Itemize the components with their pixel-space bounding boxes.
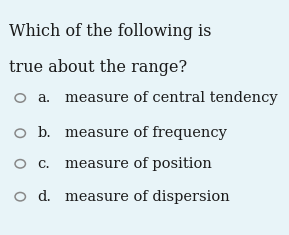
Text: measure of dispersion: measure of dispersion bbox=[65, 190, 230, 204]
Text: measure of frequency: measure of frequency bbox=[65, 126, 227, 140]
Text: true about the range?: true about the range? bbox=[9, 59, 187, 76]
Text: d.: d. bbox=[38, 190, 51, 204]
Text: measure of central tendency: measure of central tendency bbox=[65, 91, 278, 105]
Text: c.: c. bbox=[38, 157, 51, 171]
Text: a.: a. bbox=[38, 91, 51, 105]
Text: b.: b. bbox=[38, 126, 51, 140]
Text: measure of position: measure of position bbox=[65, 157, 212, 171]
Text: Which of the following is: Which of the following is bbox=[9, 24, 211, 40]
